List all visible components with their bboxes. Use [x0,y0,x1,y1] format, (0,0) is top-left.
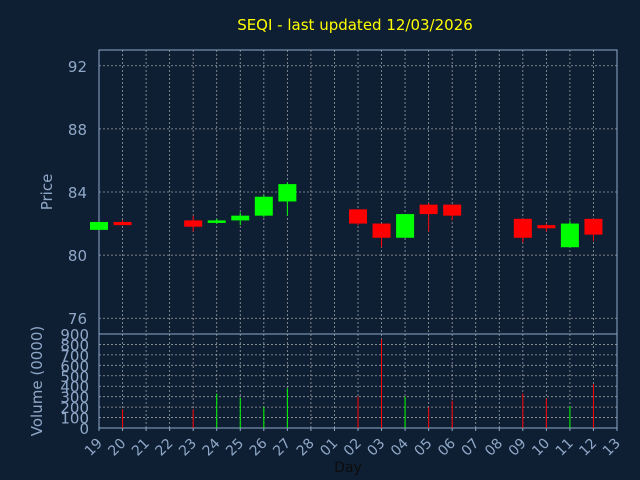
candle-body [113,221,132,226]
volume-tick-label: 800 [60,336,89,354]
volume-tick-label: 300 [60,389,89,407]
candle-body [184,220,203,227]
price-axis-label: Price [38,174,56,211]
candle-body [278,184,297,202]
chart-title: SEQI - last updated 12/03/2026 [237,16,473,34]
candle-body [231,215,250,221]
candle-body [513,218,532,238]
candle-body [207,220,226,223]
price-tick-label: 76 [68,310,87,328]
candle-body [90,221,108,230]
candle-body [537,225,556,229]
price-tick-label: 84 [68,184,87,202]
price-axis: 76 80 84 88 92 [68,58,87,328]
price-grid [99,50,617,334]
volume-tick-label: 600 [60,357,89,375]
candle-body [584,218,603,235]
candle-body [372,223,391,238]
volume-axis-label: Volume (0000) [28,326,46,436]
candle-body [396,214,415,238]
volume-tick-label: 0 [79,420,89,438]
volume-tick-label: 900 [60,326,89,344]
volume-tick-label: 100 [60,410,89,428]
price-tick-label: 92 [68,58,87,76]
volume-tick-label: 700 [60,347,89,365]
candle-body [419,204,438,215]
volume-bars-layer [122,339,594,428]
x-axis-label: Day [334,460,362,476]
candle-body [560,223,579,248]
volume-tick-label: 500 [60,368,89,386]
candle-body [443,204,462,216]
volume-tick-label: 200 [60,399,89,417]
candle-body [349,209,367,224]
price-tick-label: 88 [68,121,87,139]
candle-body [254,196,273,216]
candles-layer [90,182,603,248]
price-tick-label: 80 [68,247,87,265]
volume-tick-label: 400 [60,378,89,396]
